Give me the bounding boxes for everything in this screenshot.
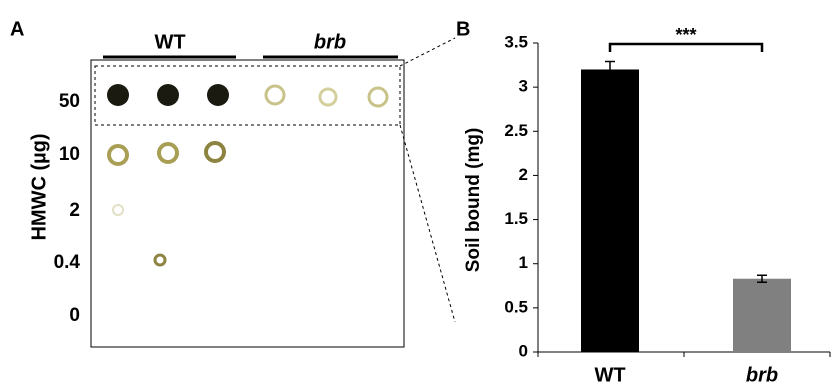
row-label: 0.4 [54,252,81,273]
row-label: 2 [69,200,80,221]
blot [91,60,404,347]
y-tick-label: 2 [519,165,528,184]
y-tick-label: 1.5 [504,209,528,228]
y-tick-label: 3.5 [504,32,528,51]
y-tick-label: 0 [519,341,528,360]
row-label: 10 [59,144,80,165]
y-axis-label: Soil bound (mg) [463,128,484,273]
annotation: *** [675,25,696,45]
row-label: 0 [69,305,80,326]
y-tick-label: 3 [519,77,528,96]
significance-bracket [610,44,762,52]
group-label: brb [314,31,346,53]
zoom-line [400,125,455,322]
row-label: 50 [59,91,80,112]
page: A B WT brb HMWC (µg) Soil bound (mg) 50 1… [0,0,834,387]
bar [581,69,639,352]
bar [733,279,791,352]
dot [207,84,229,106]
x-tick-label: brb [746,364,778,386]
y-axis-label: HMWC (µg) [28,133,50,240]
figure: A B WT brb HMWC (µg) Soil bound (mg) 50 1… [0,0,834,387]
dot [107,84,129,106]
y-tick-label: 1 [519,253,528,272]
group-label: WT [154,31,185,53]
x-tick-label: WT [594,364,625,386]
y-tick-label: 0.5 [504,297,528,316]
dot [157,84,179,106]
y-tick-label: 2.5 [504,121,528,140]
panel-label: B [456,18,470,40]
panel-label: A [10,18,24,40]
zoom-line [400,38,455,66]
